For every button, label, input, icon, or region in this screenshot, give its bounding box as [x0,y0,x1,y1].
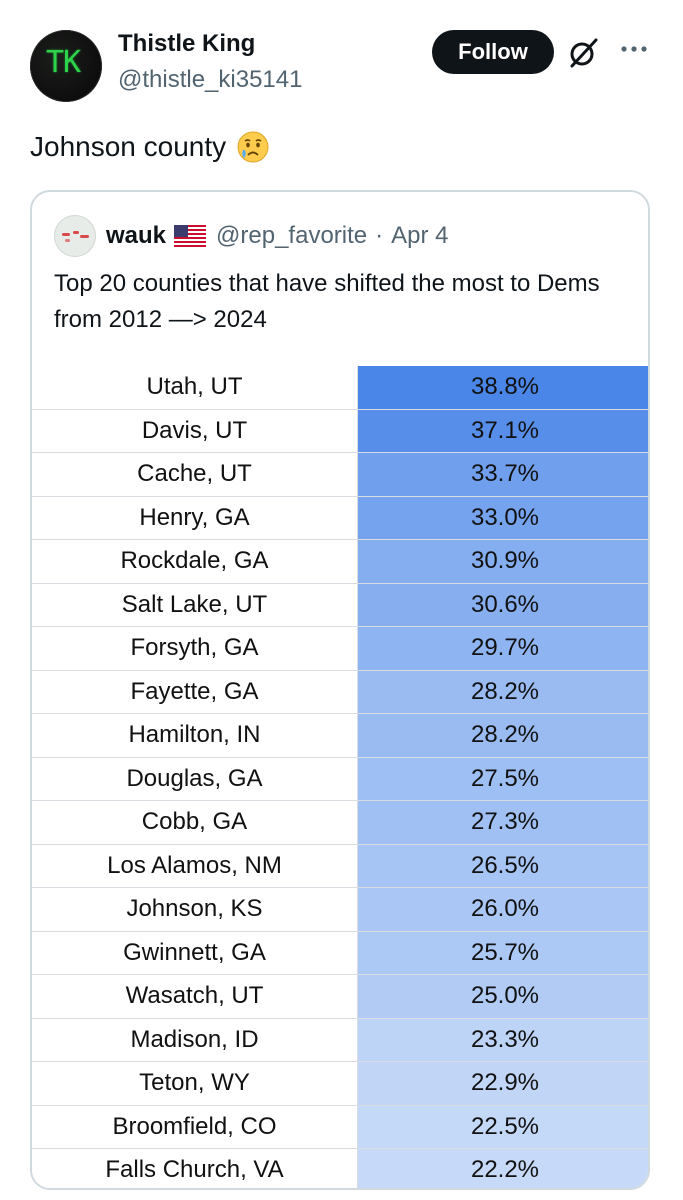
county-cell: Cache, UT [32,453,358,496]
crying-face-emoji [237,131,269,163]
shift-value-cell: 25.7% [358,931,648,974]
shift-value-cell: 33.7% [358,453,648,496]
shift-value-cell: 30.6% [358,583,648,626]
shift-value-cell: 25.0% [358,975,648,1018]
county-cell: Johnson, KS [32,888,358,931]
shift-value-cell: 26.5% [358,844,648,887]
quoted-text: Top 20 counties that have shifted the mo… [54,270,600,333]
quoted-handle[interactable]: @rep_favorite [216,222,368,249]
separator-dot: · [375,222,384,249]
display-name[interactable]: Thistle King [118,30,256,57]
county-cell: Rockdale, GA [32,540,358,583]
table-row: Los Alamos, NM 26.5% [32,844,648,888]
tweet-text-content: Johnson county [30,131,227,162]
table-row: Cache, UT 33.7% [32,453,648,497]
table-row: Johnson, KS 26.0% [32,888,648,932]
county-shift-table: Utah, UT 38.8% Davis, UT 37.1% Cache, UT 33.7… [32,366,648,1188]
county-cell: Fayette, GA [32,670,358,713]
shift-value-cell: 37.1% [358,409,648,452]
quoted-display-name[interactable]: wauk [106,222,167,249]
county-cell: Broomfield, CO [32,1105,358,1148]
shift-value-cell: 23.3% [358,1018,648,1061]
tweet-text: Johnson county [30,130,270,164]
county-cell: Teton, WY [32,1062,358,1105]
shift-value-cell: 33.0% [358,496,648,539]
shift-value-cell: 29.7% [358,627,648,670]
table-row: Fayette, GA 28.2% [32,670,648,714]
follow-button[interactable]: Follow [432,30,554,74]
quoted-date[interactable]: Apr 4 [391,222,449,249]
county-cell: Cobb, GA [32,801,358,844]
quoted-tweet[interactable]: wauk @rep_favorite · Apr 4 Top 20 counti… [30,190,650,1190]
shift-value-cell: 27.3% [358,801,648,844]
table-row: Madison, ID 23.3% [32,1018,648,1062]
avatar-initials: TK [45,44,81,80]
county-cell: Madison, ID [32,1018,358,1061]
quoted-header: wauk @rep_favorite · Apr 4 [54,214,449,258]
table-row: Gwinnett, GA 25.7% [32,931,648,975]
table-row: Salt Lake, UT 30.6% [32,583,648,627]
county-cell: Falls Church, VA [32,1149,358,1188]
county-cell: Gwinnett, GA [32,931,358,974]
shift-value-cell: 26.0% [358,888,648,931]
table-row: Teton, WY 22.9% [32,1062,648,1106]
table-row: Rockdale, GA 30.9% [32,540,648,584]
shift-value-cell: 28.2% [358,714,648,757]
county-cell: Forsyth, GA [32,627,358,670]
tweet-header: TK Thistle King @thistle_ki35141 Follow [0,0,683,120]
table-row: Henry, GA 33.0% [32,496,648,540]
county-cell: Utah, UT [32,366,358,409]
table-row: Broomfield, CO 22.5% [32,1105,648,1149]
county-cell: Davis, UT [32,409,358,452]
shift-value-cell: 22.2% [358,1149,648,1188]
table-row: Cobb, GA 27.3% [32,801,648,845]
county-cell: Douglas, GA [32,757,358,800]
shift-value-cell: 22.5% [358,1105,648,1148]
quoted-avatar[interactable] [54,215,96,257]
shift-value-cell: 27.5% [358,757,648,800]
table-row: Falls Church, VA 22.2% [32,1149,648,1188]
shift-value-cell: 28.2% [358,670,648,713]
county-cell: Wasatch, UT [32,975,358,1018]
table-row: Wasatch, UT 25.0% [32,975,648,1019]
shift-value-cell: 22.9% [358,1062,648,1105]
county-cell: Henry, GA [32,496,358,539]
user-handle[interactable]: @thistle_ki35141 [118,66,303,93]
shift-value-cell: 38.8% [358,366,648,409]
county-cell: Salt Lake, UT [32,583,358,626]
county-cell: Hamilton, IN [32,714,358,757]
table-row: Forsyth, GA 29.7% [32,627,648,671]
county-cell: Los Alamos, NM [32,844,358,887]
table-row: Davis, UT 37.1% [32,409,648,453]
table-row: Douglas, GA 27.5% [32,757,648,801]
table-row: Utah, UT 38.8% [32,366,648,410]
more-icon[interactable] [614,34,654,64]
grok-icon[interactable] [566,36,600,70]
shift-value-cell: 30.9% [358,540,648,583]
avatar[interactable]: TK [30,30,102,102]
us-flag-icon [174,225,207,247]
table-row: Hamilton, IN 28.2% [32,714,648,758]
